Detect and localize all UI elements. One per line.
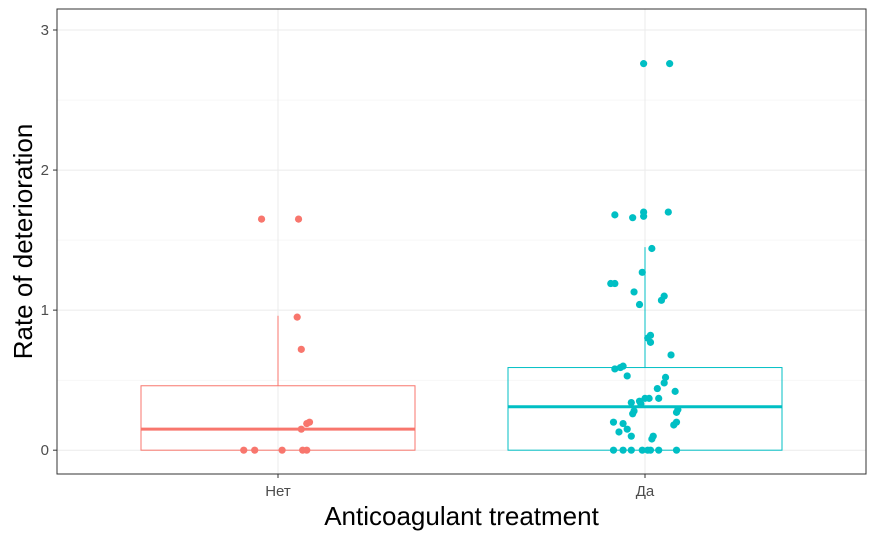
- data-point: [637, 400, 645, 408]
- data-point: [630, 407, 638, 415]
- data-point: [305, 418, 314, 426]
- data-point: [667, 351, 675, 359]
- data-point: [660, 379, 668, 387]
- grid-lines: [57, 9, 866, 474]
- box-iqr: [507, 367, 783, 451]
- data-point: [294, 215, 303, 223]
- data-point: [619, 446, 627, 454]
- data-point: [646, 446, 655, 454]
- data-point: [640, 208, 648, 216]
- data-point: [623, 372, 631, 380]
- jitter-points: [240, 60, 682, 454]
- data-point: [240, 446, 248, 454]
- data-point: [666, 60, 674, 68]
- data-point: [611, 211, 619, 219]
- data-point: [655, 446, 663, 454]
- data-point: [655, 394, 663, 402]
- data-point: [664, 208, 672, 216]
- data-point: [671, 387, 679, 395]
- data-point: [638, 446, 646, 454]
- x-tick-label: Нет: [265, 483, 291, 500]
- data-point: [660, 292, 668, 300]
- data-point: [293, 313, 301, 321]
- data-point: [609, 418, 618, 426]
- data-point: [674, 405, 682, 414]
- panel-border: [56, 8, 867, 475]
- data-point: [629, 214, 637, 222]
- data-point: [278, 446, 286, 454]
- x-tick-label: Да: [636, 483, 655, 500]
- data-point: [648, 244, 656, 253]
- y-tick-label: 3: [41, 22, 49, 39]
- data-point: [615, 428, 623, 436]
- data-point: [627, 446, 635, 454]
- data-point: [638, 268, 646, 276]
- box-iqr: [140, 385, 416, 451]
- boxplot-boxes: [140, 247, 783, 451]
- data-point: [257, 215, 266, 223]
- data-point: [653, 384, 661, 393]
- data-point: [611, 365, 619, 373]
- data-point: [609, 446, 618, 454]
- data-point: [623, 425, 631, 433]
- data-point: [627, 432, 635, 440]
- y-axis-title: Rate of deterioration: [8, 124, 38, 360]
- data-point: [640, 60, 648, 68]
- data-point: [635, 300, 644, 309]
- data-point: [297, 425, 305, 433]
- data-point: [627, 398, 635, 407]
- y-tick-label: 0: [41, 442, 49, 459]
- data-point: [672, 446, 681, 454]
- data-point: [646, 338, 655, 346]
- data-point: [619, 362, 627, 370]
- data-point: [641, 394, 649, 402]
- x-axis-title: Anticoagulant treatment: [324, 501, 599, 531]
- data-point: [619, 419, 627, 428]
- data-point: [630, 288, 638, 296]
- data-point: [297, 345, 305, 353]
- y-tick-label: 2: [41, 162, 49, 179]
- data-point: [672, 418, 681, 426]
- data-point: [303, 446, 311, 454]
- data-point: [661, 373, 670, 381]
- y-tick-label: 1: [41, 302, 49, 319]
- x-axis-ticks: Нет Да: [265, 474, 655, 500]
- y-axis-ticks: 0 1 2 3: [41, 22, 57, 459]
- data-point: [611, 279, 619, 288]
- data-point: [648, 435, 656, 443]
- data-point: [251, 446, 259, 454]
